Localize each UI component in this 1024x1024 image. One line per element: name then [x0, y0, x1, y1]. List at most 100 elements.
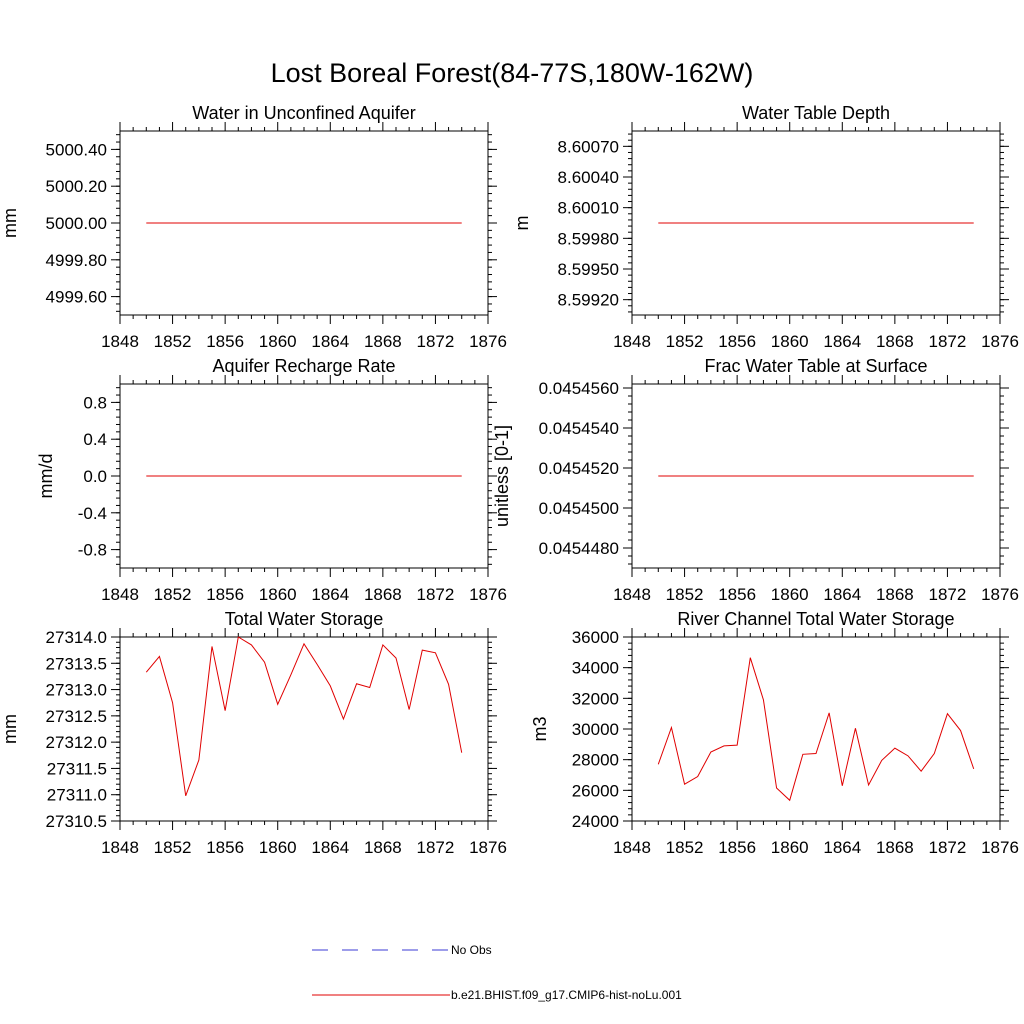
y-tick-label: 0.0454500	[539, 499, 619, 518]
x-tick-label: 1868	[876, 838, 914, 857]
y-tick-label: 5000.20	[46, 177, 107, 196]
y-axis-label: mm	[0, 714, 20, 744]
x-tick-label: 1848	[613, 332, 651, 351]
y-tick-label: 27310.5	[46, 812, 107, 831]
x-tick-label: 1860	[771, 838, 809, 857]
y-tick-label: 27312.0	[46, 733, 107, 752]
y-tick-label: 8.60070	[558, 137, 619, 156]
panel-title: Total Water Storage	[225, 609, 383, 629]
y-axis-label: m	[512, 216, 532, 231]
y-axis-label: m3	[530, 716, 550, 741]
y-tick-label: -0.4	[78, 504, 107, 523]
x-tick-label: 1860	[771, 332, 809, 351]
x-tick-label: 1852	[154, 838, 192, 857]
y-tick-label: -0.8	[78, 541, 107, 560]
x-tick-label: 1848	[613, 585, 651, 604]
y-tick-label: 0.0454540	[539, 419, 619, 438]
x-tick-label: 1872	[417, 332, 455, 351]
y-tick-label: 0.0454560	[539, 379, 619, 398]
y-tick-label: 8.59920	[558, 291, 619, 310]
x-tick-label: 1852	[666, 332, 704, 351]
y-tick-label: 4999.60	[46, 288, 107, 307]
x-tick-label: 1868	[364, 838, 402, 857]
x-tick-label: 1860	[259, 585, 297, 604]
y-tick-label: 26000	[572, 781, 619, 800]
y-tick-label: 0.4	[83, 430, 107, 449]
y-tick-label: 32000	[572, 689, 619, 708]
x-tick-label: 1876	[981, 838, 1019, 857]
y-tick-label: 27312.5	[46, 707, 107, 726]
y-tick-label: 8.60010	[558, 199, 619, 218]
panel-title: Frac Water Table at Surface	[704, 356, 927, 376]
x-tick-label: 1876	[469, 585, 507, 604]
x-tick-label: 1864	[311, 585, 349, 604]
x-tick-label: 1856	[718, 585, 756, 604]
panel-water-in-unconfined-aquifer: Water in Unconfined Aquifer mm 1848 1852 185…	[0, 103, 507, 351]
x-tick-label: 1856	[206, 332, 244, 351]
main-title: Lost Boreal Forest(84-77S,180W-162W)	[271, 58, 754, 88]
y-tick-label: 0.0	[83, 467, 107, 486]
x-tick-label: 1848	[101, 585, 139, 604]
x-tick-label: 1876	[469, 332, 507, 351]
y-axis-label: mm/d	[36, 454, 56, 499]
x-tick-label: 1872	[929, 838, 967, 857]
x-tick-label: 1856	[206, 838, 244, 857]
panel-aquifer-recharge-rate: Aquifer Recharge Rate mm/d 1848 1852 1856 186…	[36, 356, 507, 604]
panel-title: River Channel Total Water Storage	[677, 609, 954, 629]
panels: Water in Unconfined Aquifer mm 1848 1852 185…	[0, 103, 1019, 857]
y-tick-label: 5000.00	[46, 214, 107, 233]
y-tick-label: 0.8	[83, 393, 107, 412]
panel-title: Water in Unconfined Aquifer	[192, 103, 415, 123]
panel-frac-water-table-at-surface: Frac Water Table at Surface unitless [0-1…	[492, 356, 1019, 604]
panel-title: Water Table Depth	[742, 103, 890, 123]
x-tick-label: 1852	[154, 585, 192, 604]
x-tick-label: 1868	[364, 332, 402, 351]
x-tick-label: 1864	[823, 838, 861, 857]
y-tick-label: 8.59980	[558, 229, 619, 248]
legend-label-model: b.e21.BHIST.f09_g17.CMIP6-hist-noLu.001	[451, 988, 682, 1002]
y-tick-label: 36000	[572, 628, 619, 647]
y-tick-label: 0.0454480	[539, 539, 619, 558]
y-axis-label: mm	[0, 208, 20, 238]
x-tick-label: 1868	[876, 585, 914, 604]
x-tick-label: 1872	[417, 585, 455, 604]
x-tick-label: 1864	[311, 332, 349, 351]
x-tick-label: 1848	[101, 838, 139, 857]
x-tick-label: 1860	[771, 585, 809, 604]
series-line	[657, 657, 975, 802]
x-tick-label: 1872	[929, 585, 967, 604]
plot-frame	[119, 636, 489, 822]
y-tick-label: 8.59950	[558, 260, 619, 279]
y-tick-label: 24000	[572, 812, 619, 831]
y-tick-label: 27313.0	[46, 681, 107, 700]
x-tick-label: 1860	[259, 838, 297, 857]
panel-water-table-depth: Water Table Depth m 1848 1852 1856 1860 1864 18…	[512, 103, 1019, 351]
x-tick-label: 1848	[101, 332, 139, 351]
y-tick-label: 5000.40	[46, 140, 107, 159]
panel-total-water-storage: Total Water Storage mm 1848 1852 1856 1860 186…	[0, 609, 507, 857]
plot-frame	[631, 636, 1001, 822]
y-tick-label: 8.60040	[558, 168, 619, 187]
x-tick-label: 1864	[823, 332, 861, 351]
x-tick-label: 1876	[981, 585, 1019, 604]
y-tick-label: 27314.0	[46, 628, 107, 647]
x-tick-label: 1872	[417, 838, 455, 857]
x-tick-label: 1864	[823, 585, 861, 604]
x-tick-label: 1852	[154, 332, 192, 351]
series-line	[145, 636, 463, 796]
x-tick-label: 1848	[613, 838, 651, 857]
y-tick-label: 28000	[572, 751, 619, 770]
y-tick-label: 4999.80	[46, 251, 107, 270]
x-tick-label: 1860	[259, 332, 297, 351]
x-tick-label: 1868	[364, 585, 402, 604]
y-tick-label: 34000	[572, 659, 619, 678]
x-tick-label: 1856	[206, 585, 244, 604]
y-tick-label: 27313.5	[46, 654, 107, 673]
legend: No Obs b.e21.BHIST.f09_g17.CMIP6-hist-no…	[312, 943, 682, 1002]
x-tick-label: 1876	[469, 838, 507, 857]
x-tick-label: 1872	[929, 332, 967, 351]
panel-title: Aquifer Recharge Rate	[212, 356, 395, 376]
legend-label-no-obs: No Obs	[451, 943, 492, 957]
y-tick-label: 27311.0	[47, 786, 107, 805]
